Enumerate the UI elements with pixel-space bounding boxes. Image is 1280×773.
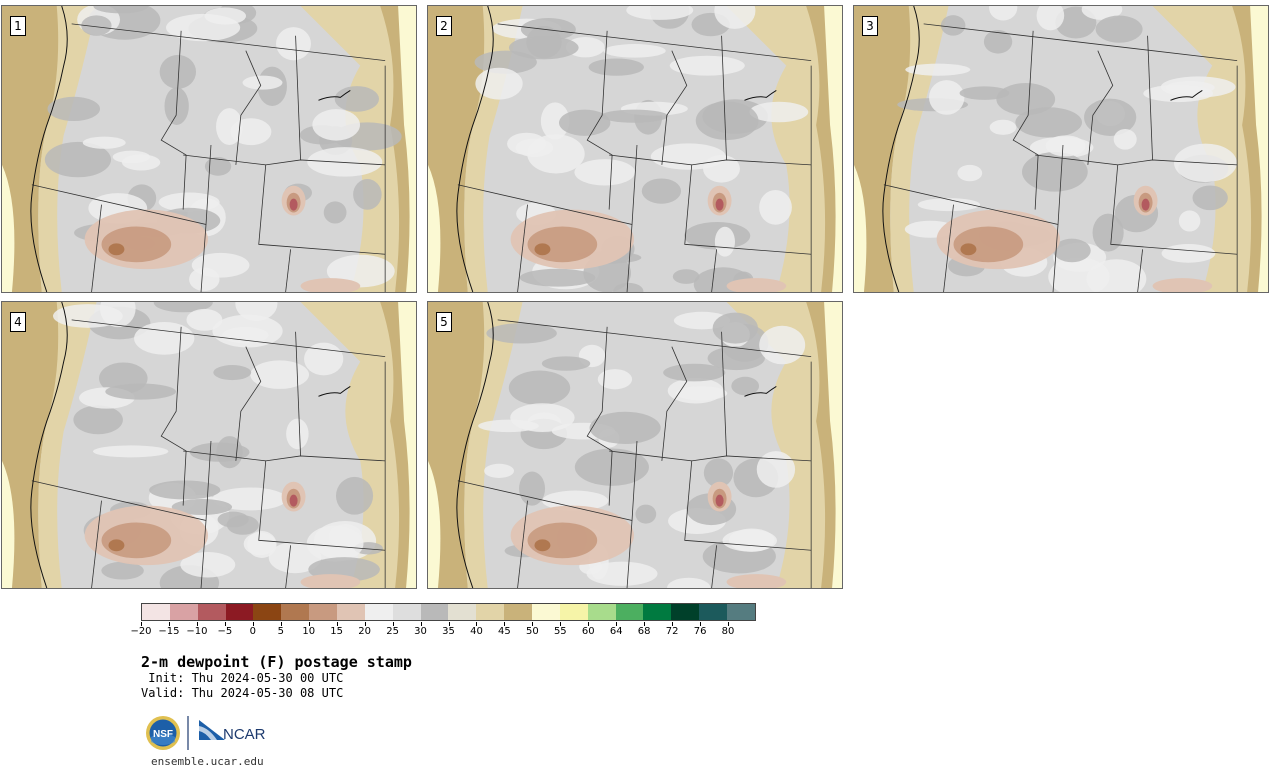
colorbar-swatch [197, 604, 226, 620]
colorbar-tick-label: 80 [721, 626, 735, 637]
colorbar-swatch [448, 604, 477, 620]
colorbar-tick-label: 35 [442, 626, 455, 637]
logos: NSF NCAR [145, 714, 275, 754]
dewpoint-map [2, 6, 416, 292]
colorbar-tick-label: 40 [470, 626, 483, 637]
panel-number-label: 5 [436, 312, 452, 332]
colorbar-tick-label: 5 [277, 626, 284, 637]
dewpoint-map [2, 302, 416, 588]
ncar-logo-icon: NCAR [199, 720, 266, 743]
ensemble-panel-1: 1 [1, 5, 417, 293]
init-time: Init: Thu 2024-05-30 00 UTC [141, 671, 344, 685]
colorbar-swatch [392, 604, 421, 620]
colorbar-tick [700, 622, 702, 626]
colorbar-swatch [615, 604, 644, 620]
colorbar-tick [168, 622, 170, 626]
colorbar-tick [280, 622, 282, 626]
colorbar-tick [392, 622, 394, 626]
ensemble-panel-2: 2 [427, 5, 843, 293]
colorbar-tick [644, 622, 646, 626]
colorbar-tick-label: −15 [158, 626, 180, 637]
colorbar-tick [448, 622, 450, 626]
colorbar-tick-label: 45 [498, 626, 511, 637]
colorbar-swatch [420, 604, 449, 620]
dewpoint-colorbar [141, 603, 756, 621]
colorbar-swatch [142, 604, 170, 620]
colorbar-tick-label: 0 [249, 626, 256, 637]
footer-url: ensemble.ucar.edu [151, 755, 264, 768]
colorbar-tick [308, 622, 310, 626]
colorbar-swatch [281, 604, 310, 620]
colorbar-tick-label: 25 [386, 626, 399, 637]
colorbar-tick [420, 622, 422, 626]
colorbar-swatch [253, 604, 282, 620]
colorbar-swatch [727, 604, 755, 620]
colorbar-tick-label: 60 [581, 626, 595, 637]
nsf-text: NSF [153, 729, 173, 740]
colorbar-tick-label: 72 [665, 626, 679, 637]
colorbar-tick-label: 55 [553, 626, 567, 637]
colorbar-tick-label: 68 [637, 626, 651, 637]
colorbar-swatch [225, 604, 254, 620]
colorbar-swatch [643, 604, 672, 620]
colorbar-swatch [337, 604, 365, 620]
colorbar-swatch [587, 604, 616, 620]
ensemble-panel-5: 5 [427, 301, 843, 589]
nsf-logo-icon: NSF [146, 716, 180, 750]
colorbar-tick [588, 622, 590, 626]
colorbar-swatch [532, 604, 560, 620]
colorbar-tick [252, 622, 254, 626]
colorbar-tick-label: 30 [414, 626, 427, 637]
colorbar-swatch [169, 604, 198, 620]
colorbar-tick [532, 622, 534, 626]
panel-number-label: 1 [10, 16, 26, 36]
colorbar-tick [476, 622, 478, 626]
valid-time: Valid: Thu 2024-05-30 08 UTC [141, 686, 344, 700]
colorbar-tick [336, 622, 338, 626]
colorbar-tick [224, 622, 226, 626]
colorbar-swatch [699, 604, 728, 620]
colorbar-swatch [671, 604, 700, 620]
colorbar-tick-label: −20 [130, 626, 152, 637]
panel-number-label: 2 [436, 16, 452, 36]
colorbar-tick-label: 15 [330, 626, 344, 637]
colorbar-tick-label: 64 [609, 626, 623, 637]
colorbar-labels: −20 −15 −10 −5 0 5 10 15 20 25 30 35 40 45 50 55 60 64 68 7… [130, 622, 756, 640]
colorbar-tick [504, 622, 506, 626]
colorbar-tick-label: 10 [302, 626, 316, 637]
colorbar-swatch [559, 604, 588, 620]
colorbar-tick [196, 622, 198, 626]
colorbar-tick [672, 622, 674, 626]
colorbar-swatch [476, 604, 505, 620]
colorbar-tick-label: 20 [358, 626, 371, 637]
colorbar-tick-label: 50 [525, 626, 539, 637]
colorbar-swatch [504, 604, 533, 620]
chart-title: 2-m dewpoint (F) postage stamp [141, 653, 412, 671]
colorbar-swatch [309, 604, 338, 620]
colorbar-tick-label: 76 [693, 626, 707, 637]
panel-number-label: 4 [10, 312, 26, 332]
dewpoint-map [428, 302, 842, 588]
colorbar-tick [560, 622, 562, 626]
dewpoint-map [854, 6, 1268, 292]
colorbar-tick-label: −5 [217, 626, 233, 637]
colorbar-tick-label: −10 [186, 626, 208, 637]
colorbar-swatch [364, 604, 393, 620]
colorbar-tick [364, 622, 366, 626]
colorbar-tick [141, 622, 142, 626]
panel-number-label: 3 [862, 16, 878, 36]
ensemble-panel-4: 4 [1, 301, 417, 589]
ensemble-panel-3: 3 [853, 5, 1269, 293]
ncar-text: NCAR [223, 726, 266, 743]
dewpoint-map [428, 6, 842, 292]
colorbar-tick [616, 622, 618, 626]
colorbar-tick [728, 622, 730, 626]
